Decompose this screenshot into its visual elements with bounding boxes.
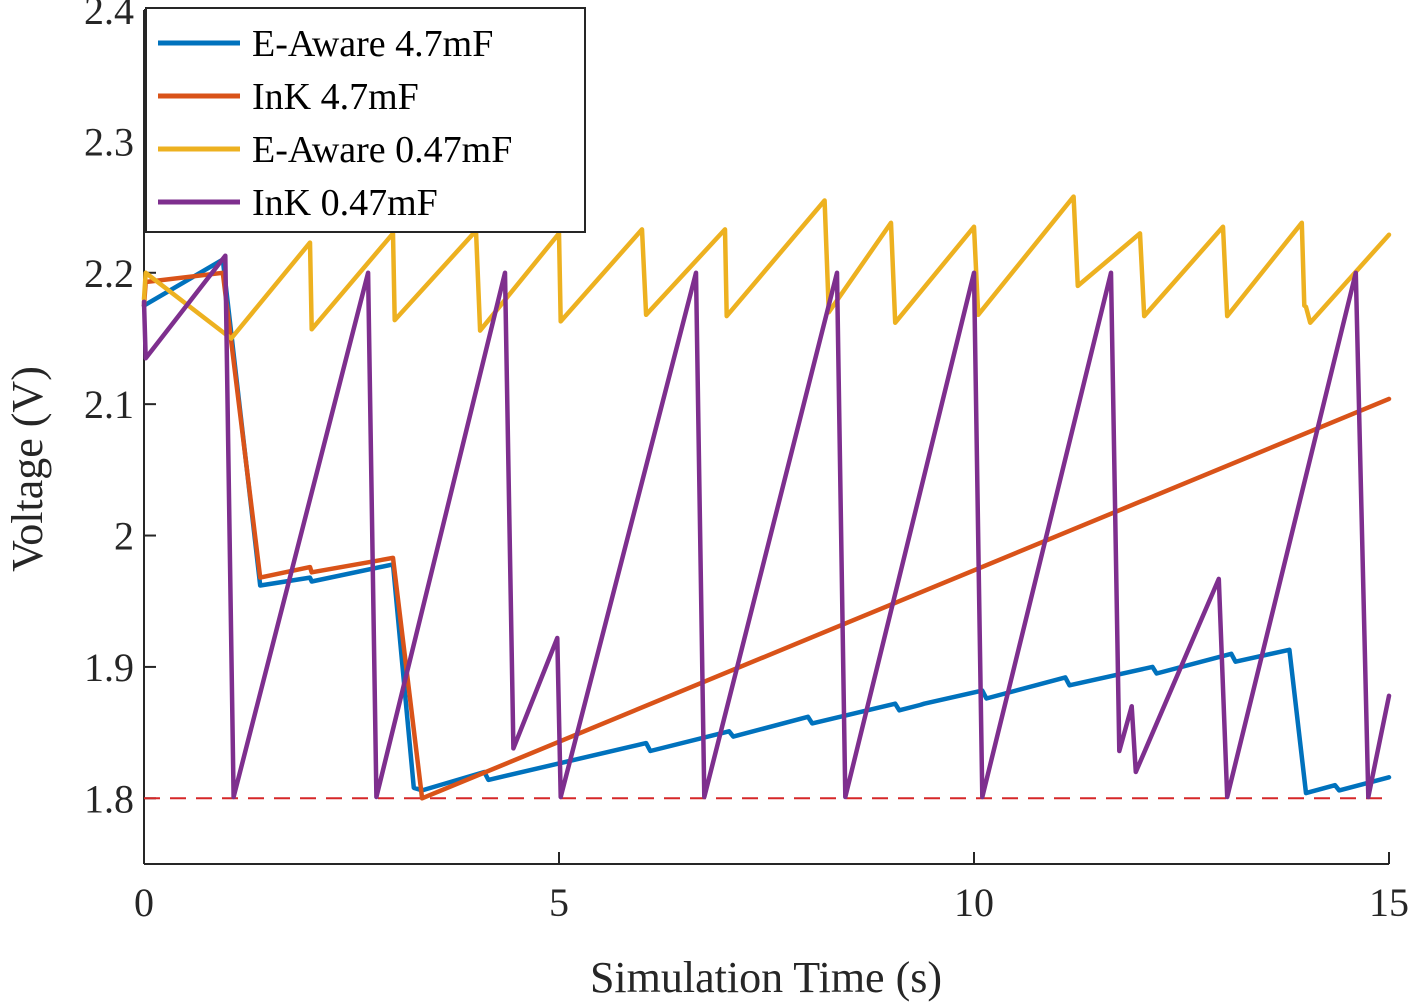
- y-tick-label: 2.2: [84, 251, 134, 296]
- series-line-2: [141, 270, 1392, 801]
- legend-label: E-Aware 4.7mF: [252, 23, 493, 65]
- legend-label: InK 0.47mF: [252, 182, 438, 224]
- x-tick-label: 10: [954, 880, 994, 925]
- y-axis-label: Voltage (V): [3, 366, 52, 572]
- y-tick-label: 1.8: [84, 776, 134, 821]
- legend-label: E-Aware 0.47mF: [252, 129, 512, 171]
- y-tick-label: 2.1: [84, 382, 134, 427]
- series-layer: [141, 194, 1392, 801]
- y-tick-label: 2.3: [84, 119, 134, 164]
- x-tick-label: 15: [1369, 880, 1409, 925]
- series-line-4: [141, 253, 1392, 800]
- series-line-1: [141, 257, 1392, 796]
- legend-label: InK 4.7mF: [252, 76, 419, 118]
- y-tick-label: 2: [114, 514, 134, 559]
- series-line-3: [141, 194, 1392, 341]
- legend: E-Aware 4.7mF InK 4.7mF E-Aware 0.47mF InK …: [145, 7, 586, 233]
- y-tick-label: 2.4: [84, 0, 134, 33]
- x-axis-label: Simulation Time (s): [590, 953, 942, 1002]
- x-tick-label: 0: [134, 880, 154, 925]
- y-tick-label: 1.9: [84, 645, 134, 690]
- x-tick-label: 5: [549, 880, 569, 925]
- plot-axes: 0 5 10 15 1.8 1.9 2 2.1 2.2 2.3 2.4: [84, 0, 1409, 925]
